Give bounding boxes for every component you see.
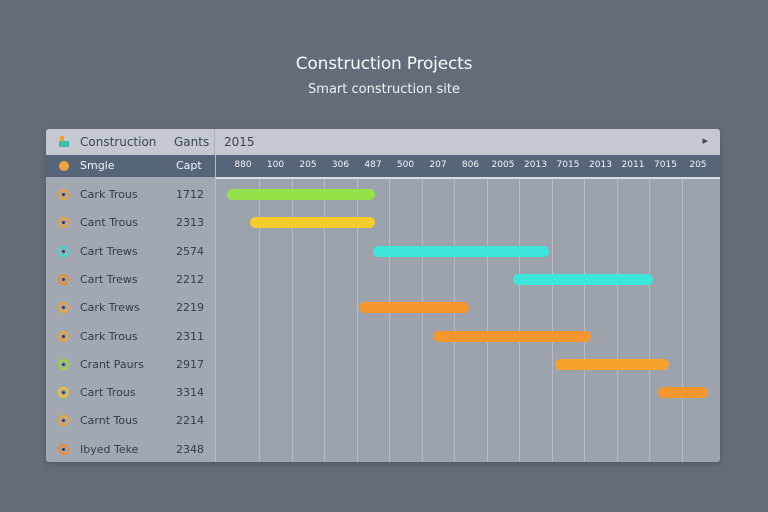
task-name: Cark Trous [80,188,138,201]
task-row[interactable]: Cant Trous 2313 [46,209,215,237]
task-row[interactable]: Cark Trous 2311 [46,323,215,351]
gridline [291,179,293,462]
status-circle-icon [58,415,69,427]
task-name: Carnt Tous [80,414,138,428]
page-title: Construction Projects [295,54,473,74]
gridline [551,179,553,462]
timeline-tick-label: 2005 [491,160,515,170]
gridline [584,179,586,462]
gridline [356,179,358,462]
task-list: Smgle Capt Cark Trous 1712 Cant Trous 2313 C… [46,155,216,462]
timeline-tick-label: 306 [331,160,350,170]
gantt-panel: Construction Gants 2015 ▸ Smgle Capt Car… [46,129,720,462]
task-bar[interactable] [249,217,375,229]
task-name: Ibyed Teke [80,442,139,456]
gridline [616,179,618,462]
gridline [454,179,456,462]
task-row[interactable]: Cart Trews 2212 [46,266,215,294]
timeline-tick-label: 500 [396,160,415,170]
timeline-tick-label: 100 [266,160,285,170]
task-value: 2219 [176,301,204,315]
task-name: Cart Trews [80,272,138,286]
task-name: Cark Trous [80,329,138,343]
task-value: 3314 [176,386,204,400]
timeline-tick-label: 487 [364,160,382,170]
gridline [486,179,488,462]
timeline-tick-label: 207 [429,160,447,170]
task-row[interactable]: Crant Paurs 2917 [46,351,215,379]
panel-year: 2015 [224,135,255,149]
task-bar[interactable] [513,273,653,285]
task-value: 2917 [176,357,204,371]
timeline-tick-label: 7015 [654,160,677,170]
task-name: Crant Paurs [80,357,144,371]
task-bar[interactable] [373,245,549,257]
circle-icon [59,161,69,171]
task-row[interactable]: Ibyed Teke 2348 [46,436,215,462]
status-circle-icon [58,387,69,399]
status-circle-icon [58,302,69,314]
status-circle-icon [58,189,69,200]
timeline-tick-label: 2013 [524,160,547,170]
status-circle-icon [58,245,69,257]
task-value: 2348 [176,442,204,456]
task-value: 2313 [176,216,204,230]
status-circle-icon [58,273,69,285]
gridline [519,179,521,462]
timeline-tick-label: 7015 [556,160,580,170]
task-row[interactable]: Cart Trews 2574 [46,238,215,266]
task-bar[interactable] [433,330,591,342]
task-list-header-label: Smgle [80,159,115,172]
timeline-tick-label: 880 [234,160,252,170]
status-circle-icon [58,358,69,370]
timeline-tick-label: 205 [689,160,707,170]
gridline [324,179,326,462]
task-bar[interactable] [227,189,375,200]
task-value: 1712 [176,188,204,201]
task-row[interactable]: Carnt Tous 2214 [46,407,215,435]
task-bar[interactable] [358,302,470,314]
task-row[interactable]: Cark Trews 2219 [46,294,215,322]
task-value: 2214 [176,414,204,428]
task-bar[interactable] [555,358,669,370]
task-row[interactable]: Cart Trous 3314 [46,379,215,407]
page-subtitle: Smart construction site [308,82,460,97]
timeline-tick-label: 2013 [589,160,612,170]
status-circle-icon [58,217,69,229]
panel-header: Construction Gants 2015 ▸ [46,129,720,155]
gridline [649,179,651,462]
timeline-tick-label: 205 [299,160,317,170]
task-value: 2311 [176,329,204,343]
gantt-timeline: 880 100 205 306 487 500 207 806 2005 2013 7015 2013… [216,155,720,462]
task-list-header-value: Capt [176,159,202,172]
task-name: Cart Trews [80,244,138,258]
gridline [681,179,683,462]
task-value: 2574 [176,244,204,258]
status-circle-icon [58,330,69,342]
task-name: Cart Trous [80,386,136,400]
header-divider [214,129,215,155]
task-bar[interactable] [657,387,708,399]
timeline-header: 880 100 205 306 487 500 207 806 2005 2013 7015 2013… [216,155,720,179]
gridline [259,179,261,462]
task-name: Cark Trews [80,301,140,315]
task-value: 2212 [176,272,204,286]
chevron-right-icon[interactable]: ▸ [702,134,708,147]
timeline-tick-label: 2011 [621,160,645,170]
gridline [389,179,391,462]
task-list-header: Smgle Capt [46,155,215,177]
gridline [421,179,423,462]
status-circle-icon [58,443,69,455]
task-name: Cant Trous [80,216,139,230]
panel-column-label: Gants [174,135,210,149]
task-row[interactable]: Cark Trous 1712 [46,181,215,209]
helmet-icon [58,135,70,148]
timeline-tick-label: 806 [461,160,480,170]
panel-title: Construction [80,135,157,149]
